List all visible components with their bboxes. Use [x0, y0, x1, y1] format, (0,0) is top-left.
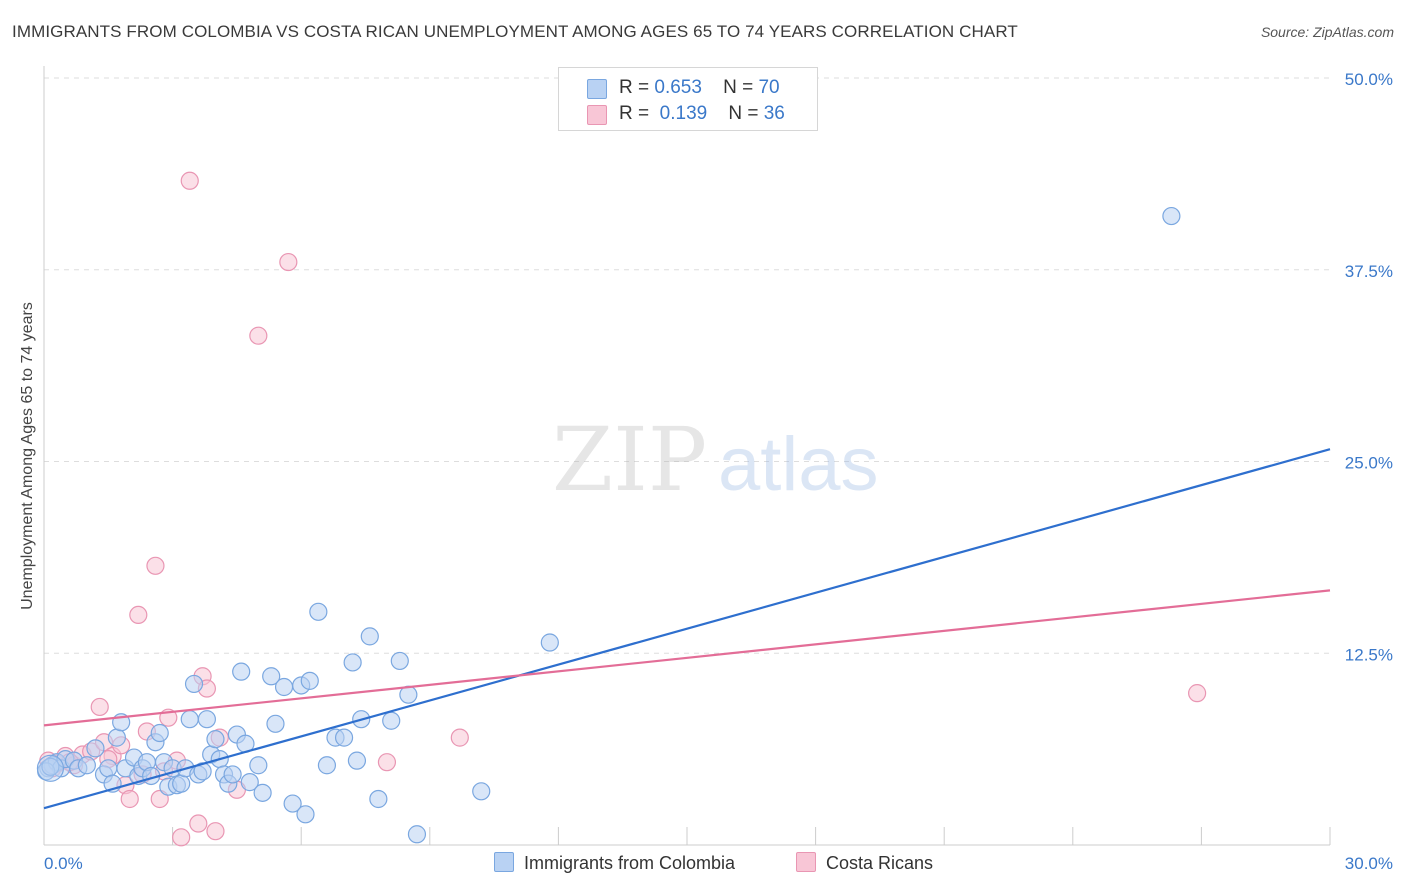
data-point-colombia: [172, 774, 191, 793]
data-point-colombia: [540, 633, 559, 652]
data-point-colombia: [253, 783, 272, 802]
data-point-colombia: [180, 710, 199, 729]
data-point-colombia: [41, 757, 60, 776]
data-point-colombia: [300, 671, 319, 690]
legend-r-label: R =: [619, 103, 650, 124]
legend-n-value: 70: [758, 77, 780, 98]
y-axis-label: Unemployment Among Ages 65 to 74 years: [19, 302, 36, 610]
data-point-colombia: [334, 728, 354, 747]
legend-r-value: 0.653: [654, 77, 702, 98]
grid-lines: [44, 77, 1330, 654]
bottom-legend-costa-ricans: Costa Ricans: [796, 852, 933, 874]
bottom-legend-swatch-blue: [494, 852, 514, 872]
legend-n-value: 36: [763, 103, 785, 124]
axes: [43, 66, 1331, 846]
watermark-zip: ZIP: [552, 408, 707, 511]
data-point-colombia: [309, 602, 328, 621]
data-point-costa-rican: [90, 697, 109, 717]
data-point-colombia: [240, 773, 259, 792]
data-point-colombia: [184, 674, 204, 694]
data-point-colombia: [390, 651, 409, 671]
data-point-costa-rican: [377, 753, 397, 772]
chart-title: IMMIGRANTS FROM COLOMBIA VS COSTA RICAN …: [12, 22, 1018, 41]
data-point-costa-rican: [180, 171, 199, 190]
data-point-colombia: [343, 653, 362, 672]
y-tick-label: 25.0%: [1345, 454, 1393, 473]
x-tick-label: 30.0%: [1345, 854, 1393, 873]
data-point-colombia: [36, 754, 65, 782]
legend-n-label: N =: [723, 77, 754, 98]
data-point-colombia: [274, 677, 294, 697]
data-point-costa-rican: [146, 556, 165, 575]
trend-lines: [43, 448, 1331, 810]
data-point-costa-rican: [120, 789, 139, 809]
data-point-colombia: [232, 662, 251, 681]
data-point-costa-rican: [206, 822, 225, 841]
bottom-legend-label: Costa Ricans: [826, 853, 934, 873]
data-point-costa-rican: [279, 252, 298, 272]
legend-n-label: N =: [728, 103, 759, 124]
data-point-costa-rican: [172, 828, 191, 847]
series-immigrants-from-colombia: [36, 206, 1181, 844]
y-tick-label: 50.0%: [1345, 70, 1393, 89]
x-tick-label: 0.0%: [44, 854, 83, 873]
legend-r-value: 0.139: [659, 103, 708, 124]
data-point-colombia: [266, 714, 285, 733]
legend-swatch-pink: [587, 105, 607, 125]
data-point-colombia: [107, 728, 126, 747]
data-point-colombia: [347, 751, 367, 770]
legend-swatch-blue: [587, 79, 607, 99]
data-point-costa-rican: [249, 326, 268, 345]
data-point-colombia: [317, 756, 337, 775]
tick-labels: 12.5% 25.0% 37.5% 50.0% 0.0% 30.0%: [44, 70, 1393, 873]
data-point-colombia: [249, 756, 268, 775]
data-point-colombia: [369, 789, 388, 809]
watermark-atlas: atlas: [718, 422, 879, 507]
bottom-legend-swatch-pink: [796, 852, 816, 872]
y-tick-label: 37.5%: [1345, 262, 1393, 281]
data-point-colombia: [296, 805, 315, 824]
data-point-colombia: [283, 794, 302, 813]
data-point-colombia: [262, 667, 281, 686]
trend-line-colombia: [43, 448, 1331, 810]
data-point-costa-rican: [150, 789, 169, 809]
trend-line-costa-ricans: [43, 589, 1331, 727]
data-point-colombia: [472, 782, 491, 801]
data-point-colombia: [407, 825, 427, 844]
data-point-costa-rican: [189, 814, 208, 833]
data-point-colombia: [223, 765, 242, 784]
data-point-costa-rican: [450, 728, 469, 747]
data-point-colombia: [360, 627, 379, 646]
data-point-colombia: [197, 710, 216, 729]
bottom-legend-colombia: Immigrants from Colombia: [494, 852, 735, 874]
data-point-costa-rican: [1188, 684, 1207, 703]
y-tick-label: 12.5%: [1345, 645, 1393, 664]
data-point-colombia: [77, 756, 96, 775]
source-label: Source: ZipAtlas.com: [1260, 24, 1394, 40]
watermark: ZIP atlas: [552, 408, 879, 511]
data-point-colombia: [1162, 206, 1181, 226]
data-point-colombia: [150, 723, 169, 743]
data-point-colombia: [99, 759, 118, 778]
legend: R = 0.653 N = 70 R = 0.139 N = 36: [558, 67, 818, 131]
data-point-colombia: [86, 739, 105, 758]
bottom-legend-label: Immigrants from Colombia: [524, 853, 736, 873]
data-point-costa-rican: [129, 605, 148, 625]
data-point-colombia: [206, 730, 225, 749]
legend-r-label: R =: [619, 77, 650, 98]
data-point-colombia: [382, 711, 401, 730]
